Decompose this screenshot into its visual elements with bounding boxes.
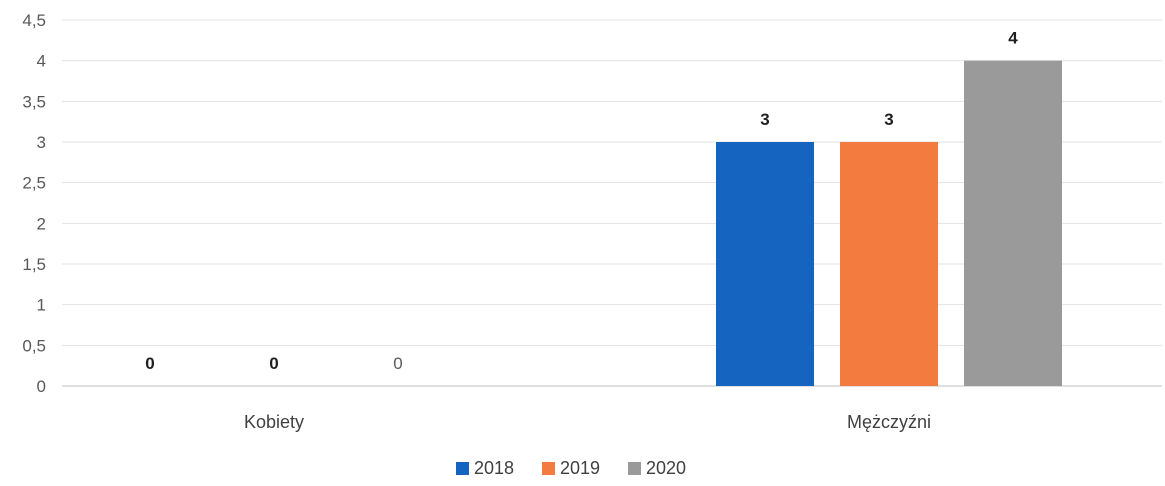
legend-swatch (542, 462, 555, 475)
data-label: 0 (145, 354, 154, 373)
y-tick-label: 1,5 (22, 255, 46, 274)
y-tick-label: 3,5 (22, 92, 46, 111)
gridlines (62, 19, 1162, 387)
y-tick-label: 2 (37, 214, 46, 233)
data-labels: 0 0 0 3 3 4 (145, 29, 1018, 373)
x-category-label: Kobiety (244, 412, 304, 432)
data-label: 3 (884, 110, 893, 129)
data-label: 0 (269, 354, 278, 373)
bar-2018-mężczyźni (716, 142, 814, 386)
legend-label: 2018 (474, 458, 514, 478)
bar-2020-mężczyźni (964, 60, 1062, 387)
y-axis: 0 0,5 1 1,5 2 2,5 3 3,5 4 4,5 (22, 11, 46, 396)
legend: 2018 2019 2020 (456, 458, 686, 478)
legend-swatch (628, 462, 641, 475)
data-label: 3 (760, 110, 769, 129)
legend-swatch (456, 462, 469, 475)
bar-2019-mężczyźni (840, 142, 938, 386)
y-tick-label: 3 (37, 133, 46, 152)
y-tick-label: 0 (37, 377, 46, 396)
y-tick-label: 1 (37, 296, 46, 315)
bars (716, 60, 1062, 387)
data-label: 0 (393, 354, 402, 373)
x-category-label: Mężczyźni (847, 412, 931, 432)
x-axis: Kobiety Mężczyźni (244, 412, 931, 432)
data-label: 4 (1008, 29, 1018, 48)
legend-label: 2020 (646, 458, 686, 478)
y-tick-label: 0,5 (22, 336, 46, 355)
y-tick-label: 4 (37, 52, 46, 71)
legend-label: 2019 (560, 458, 600, 478)
y-tick-label: 4,5 (22, 11, 46, 30)
y-tick-label: 2,5 (22, 174, 46, 193)
